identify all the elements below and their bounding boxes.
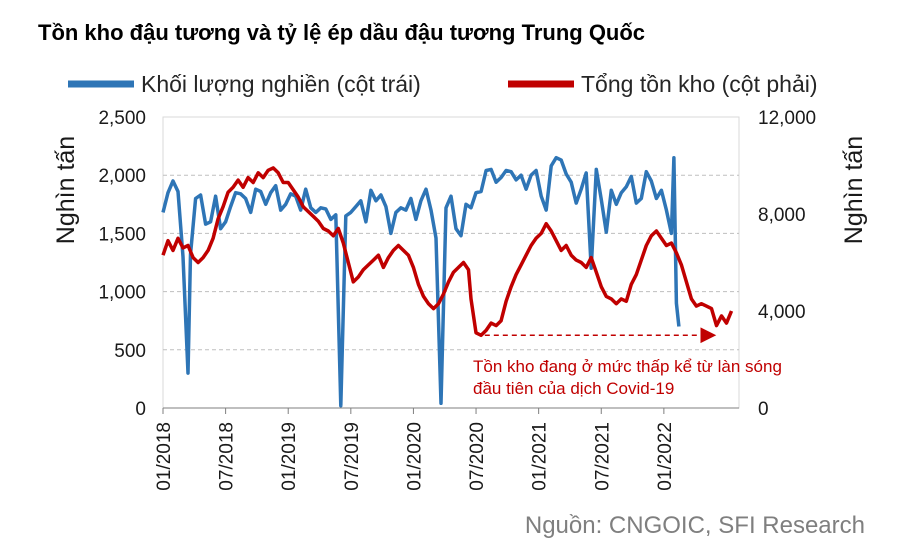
x-tick-label: 01/2022 (655, 422, 676, 491)
left-tick-label: 2,500 (98, 108, 146, 129)
left-tick-label: 1,000 (98, 283, 146, 304)
legend-label-crush: Khối lượng nghiền (cột trái) (141, 71, 421, 97)
x-tick-label: 01/2021 (530, 422, 551, 491)
gridlines (163, 174, 739, 409)
source-note: Nguồn: CNGOIC, SFI Research (525, 512, 865, 539)
x-tick-label: 07/2020 (467, 422, 488, 491)
left-tick-label: 1,500 (98, 224, 146, 245)
legend: Khối lượng nghiền (cột trái) Tổng tồn kh… (68, 71, 818, 97)
right-tick-label: 12,000 (758, 108, 816, 129)
legend-label-inventory: Tổng tồn kho (cột phải) (581, 71, 818, 97)
left-tick-label: 0 (135, 399, 146, 420)
right-axis-ticks: 0 4,000 8,000 12,000 (758, 108, 816, 420)
annotation: Tồn kho đang ở mức thấp kể từ làn sóng đ… (473, 327, 782, 398)
x-tick-label: 07/2018 (217, 422, 238, 491)
annotation-line-2: đầu tiên của dịch Covid-19 (473, 379, 674, 398)
annotation-line-1: Tồn kho đang ở mức thấp kể từ làn sóng (473, 357, 782, 376)
x-tick-label: 07/2021 (592, 422, 613, 491)
left-tick-label: 500 (114, 341, 146, 362)
x-tick-label: 01/2020 (404, 422, 425, 491)
x-axis-ticks: 01/2018 07/2018 01/2019 07/2019 01/2020 07/20… (154, 408, 676, 491)
x-tick-label: 07/2019 (342, 422, 363, 491)
series-line-total-inventory (161, 166, 734, 338)
left-axis-ticks: 0 500 1,000 1,500 2,000 2,500 (98, 108, 146, 420)
x-tick-label: 01/2019 (279, 422, 300, 491)
right-tick-label: 4,000 (758, 302, 806, 323)
x-tick-label: 01/2018 (154, 422, 175, 491)
chart-title: Tồn kho đậu tương và tỷ lệ ép dầu đậu tư… (38, 20, 645, 45)
series-line-crush-volume (161, 155, 681, 408)
right-tick-label: 8,000 (758, 205, 806, 226)
right-axis-label: Nghìn tấn (840, 136, 868, 244)
right-tick-label: 0 (758, 399, 769, 420)
left-axis-label: Nghìn tấn (52, 136, 80, 244)
left-tick-label: 2,000 (98, 166, 146, 187)
